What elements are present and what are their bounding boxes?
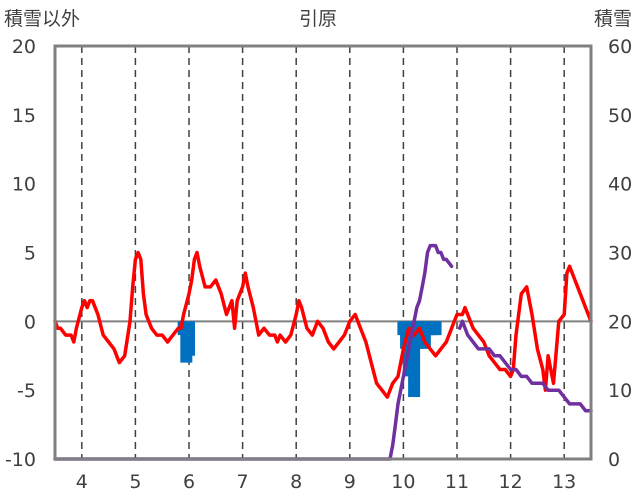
y-right-tick-label: 60 (608, 36, 632, 58)
x-tick-label: 9 (344, 471, 356, 493)
temperature-line (53, 250, 593, 399)
x-tick-label: 8 (290, 471, 302, 493)
y-right-tick-label: 50 (608, 105, 632, 127)
snow-depth-line (457, 319, 593, 413)
plot-frame (53, 44, 593, 461)
y-left-tick-label: 10 (12, 174, 36, 196)
x-tick-label: 5 (129, 471, 141, 493)
chart-title: 引原 (299, 8, 337, 30)
x-tick-label: 6 (183, 471, 195, 493)
precipitation-bar (429, 321, 442, 336)
x-tick-label: 10 (391, 471, 415, 493)
snow-depth-line (53, 243, 454, 461)
series-lines (53, 243, 593, 461)
y-left-tick-label: -10 (5, 449, 36, 471)
y-right-tick-label: 10 (608, 380, 632, 402)
x-tick-label: 7 (237, 471, 249, 493)
y-axis-right-label: 積雪 (594, 8, 632, 30)
y-left-tick-label: 15 (12, 105, 36, 127)
y-right-tick-label: 40 (608, 174, 632, 196)
y-left-tick-label: 20 (12, 36, 36, 58)
x-tick-label: 13 (552, 471, 576, 493)
y-right-tick-label: 0 (608, 449, 620, 471)
y-left-tick-label: 0 (24, 311, 36, 333)
y-left-tick-label: -5 (17, 380, 36, 402)
y-left-tick-label: 5 (24, 243, 36, 265)
tick-labels: 4 5 6 7 8 9 10 11 12 13 -10 -5 0 5 10 15 20 0 10 20 30 40 50 60 (5, 36, 632, 493)
y-right-tick-label: 20 (608, 311, 632, 333)
y-right-tick-label: 30 (608, 243, 632, 265)
y-axis-left-label: 積雪以外 (4, 8, 80, 30)
precipitation-bar (183, 321, 195, 356)
x-tick-label: 4 (76, 471, 88, 493)
x-tick-label: 11 (445, 471, 469, 493)
x-tick-label: 12 (499, 471, 523, 493)
grid-lines (81, 46, 565, 459)
